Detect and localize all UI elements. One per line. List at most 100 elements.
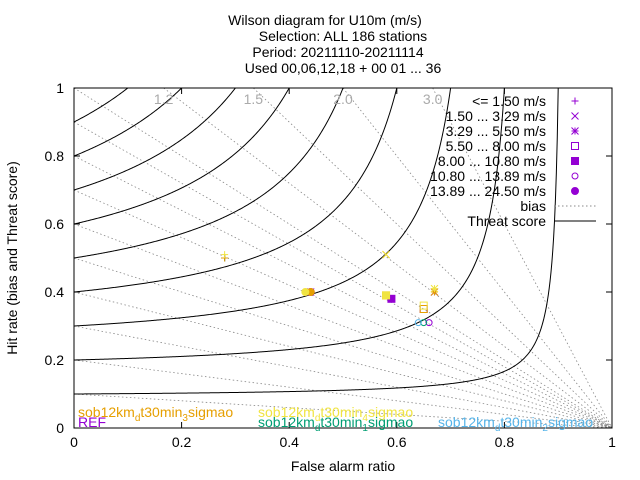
y-tick-label-3: 0.6 [45, 216, 65, 232]
bias-label-1: 1.5 [244, 91, 264, 107]
series-label-part: sigmao [188, 404, 233, 420]
bias-label-2: 2.0 [333, 91, 353, 107]
point-s1-1 [420, 319, 428, 327]
title-line-1: Selection: ALL 186 stations [259, 28, 427, 44]
point-s4-3-sq [419, 301, 428, 310]
legend-label-0: <= 1.50 m/s [472, 93, 546, 109]
legend-label-6: 13.89 ... 24.50 m/s [430, 183, 546, 199]
series-label-part: t30min [140, 404, 182, 420]
legend-marker-6-c [571, 187, 579, 195]
series-label-part: 1 [362, 423, 368, 434]
threat-score-curve-7 [73, 87, 182, 157]
point-s4-4-sq [382, 291, 391, 300]
series-label-part: sigmao [368, 404, 413, 420]
point-s4-3 [419, 301, 428, 310]
point-s4-2 [430, 284, 439, 293]
series-label-part: sigmao [368, 414, 413, 430]
point-s2-0 [414, 319, 422, 327]
bias-line-13 [432, 87, 613, 429]
series-label-part: sob12km [258, 404, 315, 420]
legend-label-3: 5.50 ... 8.00 m/s [446, 138, 546, 154]
point-s0-5 [425, 319, 433, 327]
threat-score-curve-8 [73, 87, 129, 123]
threat-score-curve-3 [73, 87, 398, 293]
bias-lines [73, 87, 613, 429]
title-line-2: Period: 20211110-20211114 [252, 44, 423, 60]
y-axis-label: Hit rate (bias and Threat score) [4, 161, 20, 355]
legend-label-8: Threat score [467, 213, 546, 229]
legend-marker-1 [571, 112, 579, 120]
point-s4-1-b [382, 250, 390, 259]
series-label-0: REF [78, 414, 106, 430]
title-line-3: Used 00,06,12,18 + 00 01 ... 36 [245, 60, 442, 76]
bias-line-2 [73, 325, 613, 429]
series-label-part: 3 [182, 413, 188, 424]
series-label-part: sob12km [258, 414, 315, 430]
legend-marker-6 [571, 187, 579, 195]
legend-label-7: bias [520, 198, 546, 214]
point-s4-1 [382, 250, 390, 259]
legend-marker-5-c [571, 172, 579, 180]
series-label-part: d [315, 423, 321, 434]
x-tick-label-2: 0.4 [279, 434, 299, 450]
point-s4-0 [221, 251, 229, 259]
series-label-2: sob12kmdt30min4sigmao [258, 404, 413, 424]
threat-score-curve-0 [73, 87, 559, 395]
legend-marker-5 [571, 172, 579, 180]
legend-marker-1-b [571, 112, 579, 120]
series-label-part: d [495, 423, 501, 434]
legend-marker-4-sq [571, 157, 579, 165]
x-tick-label-3: 0.6 [387, 434, 407, 450]
series-label-part: sob12km [438, 414, 495, 430]
point-s4-2-b [430, 284, 439, 293]
bias-line-11 [253, 87, 613, 429]
legend-marker-3 [571, 142, 579, 150]
series-label-1: sob12kmdt30min3sigmao [78, 404, 233, 424]
axis-ticks: 00 0.2 0.2 0.4 0.4 0.6 0.6 0.8 0.8 1 1 [45, 80, 617, 450]
point-s4-4 [382, 291, 391, 300]
legend-marker-4 [571, 157, 579, 165]
legend: <= 1.50 m/s1.50 ... 3.29 m/s3.29 ... 5.5… [430, 93, 596, 229]
legend-label-2: 3.29 ... 5.50 m/s [446, 123, 546, 139]
threat-score-curve-6 [73, 87, 236, 191]
bias-line-10 [163, 87, 613, 429]
series-label-part: 2 [542, 423, 548, 434]
y-tick-label-5: 1 [56, 80, 64, 96]
series-label-4: sob12kmdt30min2sigmao [438, 414, 593, 434]
series-label-part: d [315, 413, 321, 424]
series-label-part: t30min [500, 414, 542, 430]
y-tick-label-4: 0.8 [45, 148, 65, 164]
bias-line-7 [73, 155, 613, 429]
plot-frame [73, 87, 613, 429]
bias-line-0 [73, 393, 613, 429]
series-label-part: t30min [320, 414, 362, 430]
threat-score-curves [73, 87, 559, 395]
x-tick-label-5: 1 [608, 434, 616, 450]
series-label-part: sigmao [548, 414, 593, 430]
x-tick-label-4: 0.8 [495, 434, 515, 450]
point-s4-5-c [301, 288, 310, 296]
legend-marker-2-b [571, 127, 579, 135]
legend-label-1: 1.50 ... 3.29 m/s [446, 108, 546, 124]
point-s0-5-c [425, 319, 433, 327]
title-line-0: Wilson diagram for U10m (m/s) [228, 12, 422, 28]
x-axis-label: False alarm ratio [291, 458, 395, 474]
chart-title: Wilson diagram for U10m (m/s)Selection: … [228, 12, 441, 76]
y-tick-label-0: 0 [56, 420, 64, 436]
threat-score-curve-5 [73, 87, 290, 225]
bias-line-3 [73, 291, 613, 429]
threat-score-curve-4 [73, 87, 344, 259]
bias-line-5 [73, 223, 613, 429]
series-label-part: sob12km [78, 404, 135, 420]
series-label-3: sob12kmdt30min1sigmao [258, 414, 413, 434]
legend-marker-2 [571, 127, 579, 135]
legend-marker-3-sq [571, 142, 579, 150]
y-tick-label-1: 0.2 [45, 352, 65, 368]
series-label-part: t30min [320, 404, 362, 420]
series-label-part: 4 [362, 413, 368, 424]
bias-line-8 [73, 121, 613, 429]
bias-label-0: 1.2 [154, 91, 174, 107]
legend-label-4: 8.00 ... 10.80 m/s [438, 153, 546, 169]
